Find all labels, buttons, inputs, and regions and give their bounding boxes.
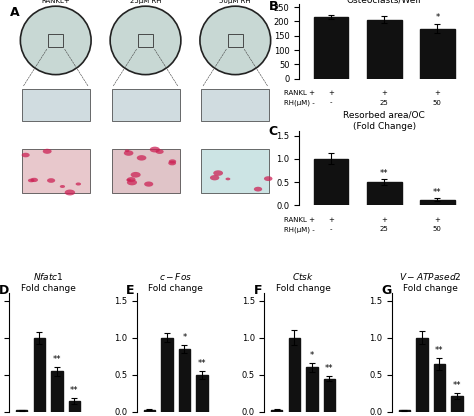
Bar — [399, 410, 410, 412]
Ellipse shape — [169, 159, 176, 163]
Ellipse shape — [200, 6, 271, 74]
Ellipse shape — [127, 177, 136, 182]
Text: **: ** — [53, 355, 61, 364]
Ellipse shape — [168, 161, 176, 166]
Text: **: ** — [70, 386, 79, 395]
Text: +: + — [328, 217, 334, 223]
Ellipse shape — [254, 187, 262, 191]
Text: RANKL+
25μM RH: RANKL+ 25μM RH — [130, 0, 161, 4]
Bar — [51, 371, 63, 412]
Text: **: ** — [433, 188, 442, 197]
Bar — [144, 410, 155, 412]
Text: -: - — [330, 226, 332, 233]
Ellipse shape — [22, 153, 30, 157]
Bar — [451, 396, 463, 412]
Ellipse shape — [28, 178, 35, 182]
Ellipse shape — [144, 181, 153, 187]
Ellipse shape — [43, 149, 52, 154]
Text: 50: 50 — [433, 226, 442, 233]
Text: **: ** — [453, 381, 461, 390]
Ellipse shape — [226, 178, 230, 180]
Text: D: D — [0, 284, 9, 297]
Text: RANKL +: RANKL + — [284, 217, 315, 223]
Bar — [16, 410, 27, 412]
Ellipse shape — [155, 149, 164, 154]
Text: *: * — [435, 13, 439, 22]
FancyBboxPatch shape — [201, 89, 269, 121]
Text: *: * — [310, 351, 314, 360]
Bar — [367, 20, 401, 79]
Ellipse shape — [150, 147, 160, 152]
FancyBboxPatch shape — [201, 149, 269, 193]
Bar — [367, 182, 401, 206]
FancyBboxPatch shape — [111, 149, 180, 193]
Text: +: + — [435, 217, 440, 223]
Bar — [271, 410, 283, 412]
Title: $\it{V-ATPase d2}$
Fold change: $\it{V-ATPase d2}$ Fold change — [400, 271, 462, 293]
Bar — [324, 379, 335, 412]
Ellipse shape — [30, 178, 38, 182]
Text: B: B — [269, 0, 278, 13]
Title: $\it{Nfatc1}$
Fold change: $\it{Nfatc1}$ Fold change — [21, 271, 75, 293]
Bar — [420, 200, 455, 206]
Ellipse shape — [20, 6, 91, 74]
Text: G: G — [381, 284, 392, 297]
Text: RANKL+: RANKL+ — [41, 0, 70, 4]
Text: 25: 25 — [380, 226, 389, 233]
Text: 25: 25 — [380, 99, 389, 106]
Text: A: A — [9, 6, 19, 19]
Ellipse shape — [213, 170, 223, 176]
FancyBboxPatch shape — [111, 89, 180, 121]
Title: Osteoclasts/Well: Osteoclasts/Well — [347, 0, 421, 4]
Ellipse shape — [131, 172, 141, 178]
Text: +: + — [381, 217, 387, 223]
Ellipse shape — [64, 190, 75, 196]
Text: C: C — [269, 125, 278, 138]
Text: **: ** — [198, 359, 206, 368]
Ellipse shape — [47, 178, 55, 183]
Text: +: + — [435, 90, 440, 96]
Ellipse shape — [110, 6, 181, 74]
Bar — [416, 338, 428, 412]
Ellipse shape — [125, 149, 129, 152]
Ellipse shape — [264, 176, 273, 181]
Ellipse shape — [126, 178, 131, 181]
Ellipse shape — [210, 175, 219, 181]
Ellipse shape — [60, 185, 65, 188]
Ellipse shape — [127, 180, 137, 186]
Bar — [306, 367, 318, 412]
Text: F: F — [254, 284, 262, 297]
Text: *: * — [182, 333, 187, 342]
Text: RH(μM) -: RH(μM) - — [284, 226, 315, 233]
Bar — [314, 17, 348, 79]
FancyBboxPatch shape — [22, 89, 90, 121]
Bar — [289, 338, 300, 412]
Text: E: E — [126, 284, 135, 297]
Title: $\it{c-Fos}$
Fold change: $\it{c-Fos}$ Fold change — [148, 271, 203, 293]
Text: RANKL +: RANKL + — [284, 90, 315, 96]
FancyBboxPatch shape — [22, 149, 90, 193]
Text: **: ** — [435, 346, 444, 355]
Text: RANKL+
50μM RH: RANKL+ 50μM RH — [219, 0, 251, 4]
Bar — [434, 364, 445, 412]
Title: Resorbed area/OC
(Fold Change): Resorbed area/OC (Fold Change) — [343, 111, 425, 131]
Text: **: ** — [325, 364, 334, 373]
Title: $\it{Ctsk}$
Fold change: $\it{Ctsk}$ Fold change — [276, 271, 330, 293]
Ellipse shape — [137, 155, 146, 161]
Text: RH(μM) -: RH(μM) - — [284, 99, 315, 106]
Bar — [34, 338, 45, 412]
Bar — [420, 29, 455, 79]
Text: **: ** — [380, 168, 389, 178]
Bar — [314, 159, 348, 206]
Ellipse shape — [76, 183, 81, 186]
Text: -: - — [330, 99, 332, 106]
Bar — [161, 338, 173, 412]
Bar — [196, 375, 208, 412]
Ellipse shape — [124, 150, 133, 156]
Text: +: + — [328, 90, 334, 96]
Bar — [69, 401, 80, 412]
Text: 50: 50 — [433, 99, 442, 106]
Text: +: + — [381, 90, 387, 96]
Bar — [179, 349, 190, 412]
